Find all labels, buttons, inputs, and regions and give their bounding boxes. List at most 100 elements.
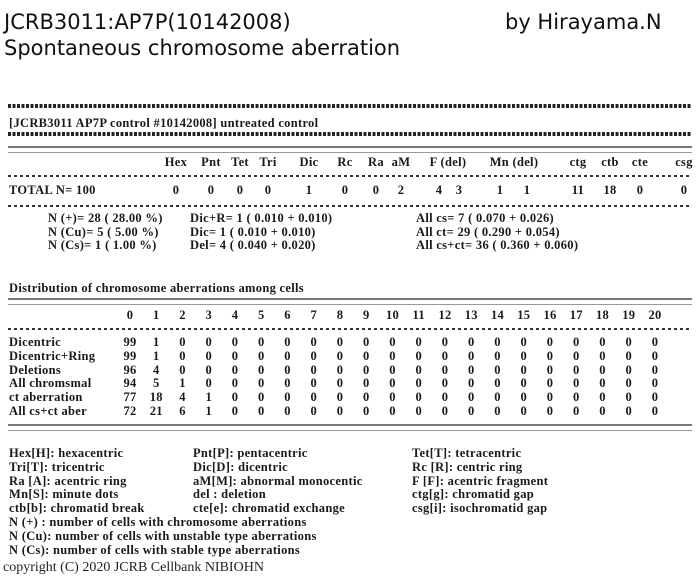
distribution-cell: 0 (362, 348, 370, 363)
distribution-cell: 0 (205, 335, 213, 349)
distribution-cell: 0 (310, 348, 318, 363)
distribution-cell: 0 (389, 335, 396, 349)
column-header: ctg (569, 155, 587, 169)
distribution-cell: 0 (231, 348, 239, 363)
summary-stat: Dic+R= 1 ( 0.010 + 0.010) (190, 211, 333, 225)
distribution-cell: 0 (179, 362, 186, 377)
distribution-cell: 0 (415, 376, 423, 391)
distribution-cell: 0 (310, 404, 318, 418)
distribution-cell: 0 (362, 362, 370, 377)
distribution-cell: 0 (257, 390, 265, 405)
author: by Hirayama.N (505, 10, 662, 34)
distribution-cell: 0 (651, 376, 659, 391)
column-header: Hex (164, 155, 188, 169)
distribution-cell: 0 (467, 376, 475, 391)
distribution-cell: 0 (205, 362, 213, 377)
column-header: Pnt (201, 155, 221, 169)
distribution-cell: 0 (284, 404, 291, 418)
distribution-cell: 0 (572, 348, 580, 363)
column-header: csg (675, 155, 693, 169)
legend-item: F [F]: acentric fragment (412, 473, 549, 488)
legend-item: Dic[D]: dicentric (193, 459, 288, 474)
column-header: Dic (299, 155, 319, 169)
distribution-column-header: 11 (412, 308, 425, 322)
distribution-cell: 0 (389, 348, 396, 363)
column-header: Rc (337, 155, 353, 169)
distribution-cell: 0 (467, 390, 475, 405)
legend-item: csg[i]: isochromatid gap (412, 501, 548, 516)
distribution-cell: 0 (179, 348, 186, 363)
distribution-cell: 0 (284, 335, 291, 349)
distribution-cell: 0 (494, 390, 501, 405)
summary-stat: N (Cs)= 1 ( 1.00 %) (48, 238, 157, 252)
distribution-cell: 0 (441, 404, 449, 418)
distribution-cell: 0 (572, 376, 580, 391)
legend-item: Pnt[P]: pentacentric (193, 446, 308, 460)
distribution-cell: 1 (152, 348, 160, 363)
distribution-cell: 0 (257, 362, 265, 377)
distribution-cell: 0 (546, 335, 554, 349)
summary-stat: All cs= 7 ( 0.070 + 0.026) (416, 211, 555, 225)
distribution-cell: 1 (205, 404, 213, 418)
distribution-cell: 0 (415, 404, 423, 418)
distribution-row-label: All cs+ct aber (9, 404, 87, 418)
distribution-cell: 0 (520, 348, 528, 363)
total-value: 1 (523, 183, 531, 197)
distribution-cell: 0 (651, 348, 659, 363)
distribution-cell: 0 (362, 404, 370, 418)
total-value: 1 (305, 183, 313, 197)
distribution-cell: 0 (572, 362, 580, 377)
distribution-cell: 0 (257, 348, 265, 363)
distribution-cell: 0 (651, 390, 659, 405)
summary-stat: N (Cu)= 5 ( 5.00 %) (48, 224, 159, 239)
distribution-cell: 1 (179, 376, 186, 391)
column-header: aM (391, 155, 411, 169)
distribution-cell: 0 (467, 404, 475, 418)
distribution-cell: 0 (310, 362, 318, 377)
distribution-column-header: 16 (543, 308, 557, 322)
distribution-cell: 0 (336, 362, 344, 377)
column-header: Tri (259, 155, 277, 169)
total-value: 0 (236, 183, 244, 197)
distribution-cell: 0 (520, 376, 528, 391)
distribution-column-header: 8 (336, 308, 344, 322)
distribution-column-header: 14 (490, 308, 505, 322)
distribution-cell: 0 (362, 390, 370, 405)
distribution-cell: 0 (467, 348, 475, 363)
sample-line: [JCRB3011 AP7P control #10142008] untrea… (9, 116, 319, 130)
distribution-cell: 0 (546, 362, 554, 377)
distribution-column-header: 18 (595, 308, 610, 322)
distribution-cell: 0 (310, 390, 318, 405)
column-header: Mn (del) (489, 155, 539, 169)
distribution-cell: 72 (123, 404, 137, 418)
distribution-cell: 96 (123, 362, 137, 377)
distribution-cell: 99 (123, 335, 137, 349)
distribution-cell: 0 (231, 376, 239, 391)
legend-item: Tet[T]: tetracentric (412, 446, 522, 460)
column-header: Ra (368, 155, 384, 169)
distribution-cell: 0 (336, 376, 344, 391)
distribution-cell: 0 (625, 376, 633, 391)
summary-stat: All ct= 29 ( 0.290 + 0.054) (416, 224, 560, 239)
legend-item: ctg[g]: chromatid gap (412, 487, 535, 502)
distribution-cell: 0 (205, 376, 213, 391)
distribution-cell: 0 (284, 348, 291, 363)
distribution-cell: 0 (494, 348, 501, 363)
summary-stat: Dic= 1 ( 0.010 + 0.010) (190, 224, 316, 239)
column-header: F (del) (429, 155, 467, 169)
total-value: 1 (496, 183, 504, 197)
distribution-cell: 5 (152, 376, 160, 391)
legend-item: cte[e]: chromatid exchange (193, 501, 345, 516)
legend-item: N (Cs): number of cells with stable type… (9, 542, 301, 557)
distribution-cell: 0 (284, 390, 291, 405)
distribution-cell: 0 (336, 390, 344, 405)
distribution-column-header: 1 (152, 308, 160, 322)
legend-item: Hex[H]: hexacentric (9, 446, 124, 460)
column-header: Tet (231, 155, 249, 169)
distribution-title: Distribution of chromosome aberrations a… (9, 281, 304, 295)
distribution-cell: 0 (494, 376, 501, 391)
total-value: 0 (172, 183, 180, 197)
distribution-column-header: 7 (310, 308, 318, 322)
legend-item: aM[M]: abnormal monocentic (193, 473, 363, 488)
distribution-cell: 0 (415, 348, 423, 363)
